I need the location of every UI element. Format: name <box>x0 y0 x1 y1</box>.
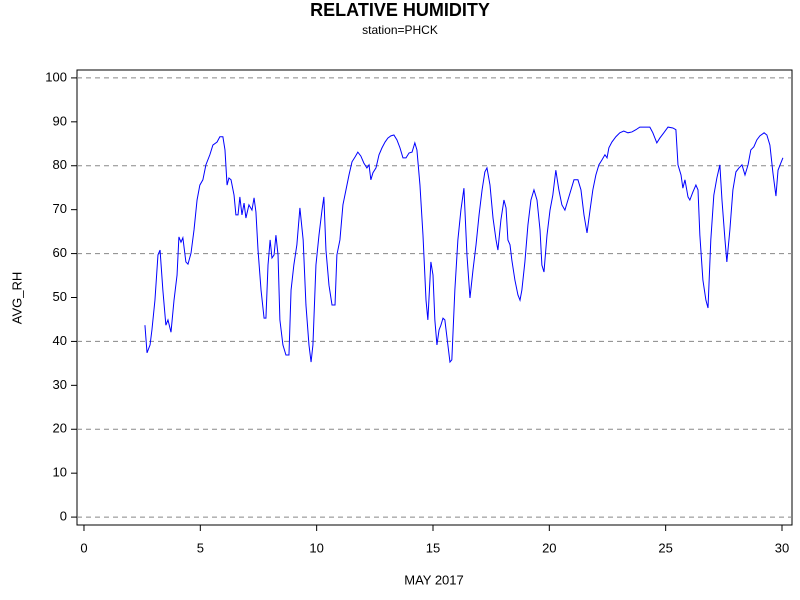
y-axis-label: AVG_RH <box>9 272 24 325</box>
y-tick-label: 10 <box>53 465 67 480</box>
y-tick-label: 30 <box>53 377 67 392</box>
x-tick-label: 10 <box>309 540 323 555</box>
chart-title: RELATIVE HUMIDITY <box>310 0 490 20</box>
x-tick-label: 20 <box>542 540 556 555</box>
y-tick-label: 90 <box>53 113 67 128</box>
plot-frame <box>76 69 793 526</box>
x-tick-label: 30 <box>775 540 789 555</box>
y-tick-label: 70 <box>53 201 67 216</box>
y-tick-label: 40 <box>53 333 67 348</box>
x-tick-label: 5 <box>197 540 204 555</box>
chart-subtitle: station=PHCK <box>362 23 438 37</box>
x-axis-label: MAY 2017 <box>404 572 464 587</box>
x-tick-label: 25 <box>658 540 672 555</box>
data-line <box>144 126 784 364</box>
y-tick-label: 100 <box>45 69 67 84</box>
x-tick-label: 0 <box>80 540 87 555</box>
y-tick-label: 50 <box>53 289 67 304</box>
y-tick-label: 80 <box>53 157 67 172</box>
y-tick-label: 60 <box>53 245 67 260</box>
y-tick-label: 0 <box>60 509 67 524</box>
y-tick-label: 20 <box>53 421 67 436</box>
x-tick-label: 15 <box>426 540 440 555</box>
